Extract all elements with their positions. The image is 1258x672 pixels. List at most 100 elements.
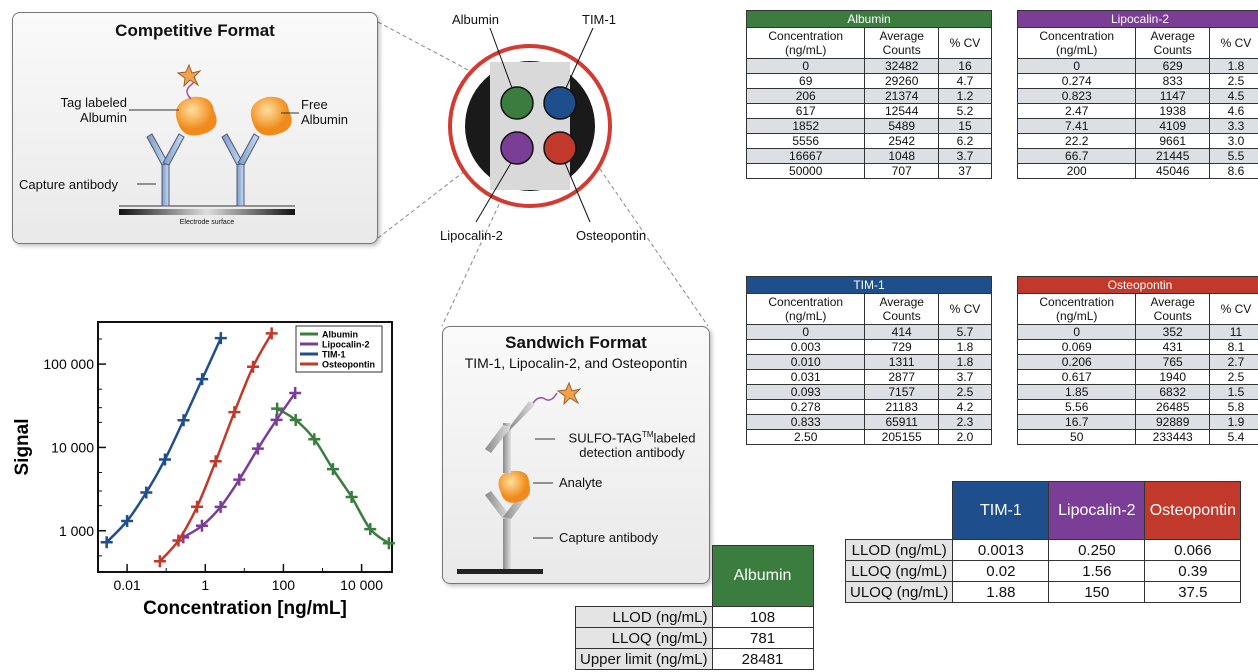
- limit-label: ULOQ (ng/mL): [844, 581, 954, 603]
- spot-label-tim1: TIM-1: [582, 12, 616, 27]
- table-row: 0.823 1147 4.5: [1016, 88, 1258, 104]
- table-cell: 1938: [1135, 103, 1210, 119]
- limit-value: 150: [1048, 581, 1146, 603]
- table-cell: 0.617: [1016, 369, 1137, 385]
- table-cell: 5556: [745, 133, 866, 149]
- data-point: [121, 514, 134, 527]
- data-point: [228, 406, 241, 419]
- data-point: [195, 519, 208, 532]
- data-point: [158, 453, 171, 466]
- data-point: [196, 373, 209, 386]
- table-row: 0.093 7157 2.5: [745, 384, 993, 400]
- data-point: [308, 433, 321, 446]
- table-row: 0.617 1940 2.5: [1016, 369, 1258, 385]
- data-point: [326, 463, 339, 476]
- table-cell: 0: [1016, 324, 1137, 340]
- legend-label: Osteopontin: [322, 360, 375, 370]
- spot-label-osteopontin: Osteopontin: [576, 228, 647, 243]
- table-cell: 0.003: [745, 339, 866, 355]
- table-cell: 6.2: [937, 133, 993, 149]
- sandwich-format-panel: Sandwich Format TIM-1, Lipocalin-2, and …: [442, 326, 710, 584]
- table-cell: 617: [745, 103, 866, 119]
- table-cell: 0.031: [745, 369, 866, 385]
- limits-row: LLOD (ng/mL) 108: [575, 606, 814, 628]
- electrode-surface: [119, 209, 295, 215]
- capture-antibody-right: [221, 133, 260, 207]
- table-cell: 4.6: [1208, 103, 1258, 119]
- competitive-format-panel: Competitive Format Tag labeled Albumin: [12, 12, 378, 244]
- limit-value: 0.02: [952, 560, 1050, 582]
- limits-row: LLOQ (ng/mL) 781: [575, 627, 814, 649]
- table-cell: 5.7: [937, 324, 993, 340]
- table-cell: 22.2: [1016, 133, 1137, 149]
- table-cell: 0.010: [745, 354, 866, 370]
- table-cell: 1.85: [1016, 384, 1137, 400]
- data-point: [364, 523, 377, 536]
- table-cell: 200: [1016, 163, 1137, 179]
- table-cell: 765: [1135, 354, 1210, 370]
- col-header-cv: % CV: [1208, 293, 1258, 325]
- sandwich-electrode: [457, 569, 543, 574]
- table-cell: 3.7: [937, 369, 993, 385]
- table-cell: 2.5: [1208, 73, 1258, 89]
- limit-label: LLOD (ng/mL): [844, 539, 954, 561]
- table-cell: 5.5: [1208, 148, 1258, 164]
- table-cell: 2.5: [1208, 369, 1258, 385]
- table-cell: 15: [937, 118, 993, 134]
- table-row: 0.278 21183 4.2: [745, 399, 993, 415]
- table-row: 16667 1048 3.7: [745, 148, 993, 164]
- col-header-average-counts: Average Counts: [1135, 27, 1210, 59]
- table-cell: 2.7: [1208, 354, 1258, 370]
- table-row: 22.2 9661 3.0: [1016, 133, 1258, 149]
- table-row: 5556 2542 6.2: [745, 133, 993, 149]
- table-cell: 0: [1016, 58, 1137, 74]
- table-cell: 5.56: [1016, 399, 1137, 415]
- data-point: [233, 473, 246, 486]
- table-title: Albumin: [746, 10, 992, 28]
- table-cell: 1940: [1135, 369, 1210, 385]
- table-cell: 8.1: [1208, 339, 1258, 355]
- table-row: 0.274 833 2.5: [1016, 73, 1258, 89]
- table-row: 50 233443 5.4: [1016, 429, 1258, 445]
- table-cell: 5.4: [1208, 429, 1258, 445]
- data-point: [191, 500, 204, 513]
- series-line-lipocalin-2: [182, 392, 297, 539]
- competitive-title: Competitive Format: [115, 21, 275, 40]
- free-albumin: [250, 96, 292, 136]
- albumin-limits-table: Albumin LLOD (ng/mL) 108 LLOQ (ng/mL) 78…: [575, 545, 814, 670]
- table-row: 5.56 26485 5.8: [1016, 399, 1258, 415]
- table-cell: 2.50: [745, 429, 866, 445]
- limit-label: LLOQ (ng/mL): [844, 560, 954, 582]
- table-row: 0 352 11: [1016, 324, 1258, 340]
- limit-value: 37.5: [1144, 581, 1242, 603]
- table-row: 0.031 2877 3.7: [745, 369, 993, 385]
- table-title: TIM-1: [746, 276, 992, 294]
- table-cell: 1.2: [937, 88, 993, 104]
- col-header-concentration: Concentration (ng/mL): [745, 27, 866, 59]
- data-point: [100, 536, 113, 549]
- table-cell: 5.8: [1208, 399, 1258, 415]
- table-cell: 2.0: [937, 429, 993, 445]
- detection-antibody: [485, 401, 535, 473]
- table-cell: 0.206: [1016, 354, 1137, 370]
- table-cell: 3.3: [1208, 118, 1258, 134]
- table-row: 1852 5489 15: [745, 118, 993, 134]
- capture-antibody: [485, 491, 529, 569]
- table-cell: 1.8: [937, 339, 993, 355]
- table-cell: 2.5: [937, 384, 993, 400]
- table-row: 0.003 729 1.8: [745, 339, 993, 355]
- col-header-concentration: Concentration (ng/mL): [1016, 293, 1137, 325]
- table-cell: 5489: [864, 118, 939, 134]
- table-cell: 21183: [864, 399, 939, 415]
- tag-star: [176, 63, 202, 88]
- free-albumin-label: Free Albumin: [301, 97, 348, 127]
- table-cell: 1.8: [937, 354, 993, 370]
- table-cell: 4.5: [1208, 88, 1258, 104]
- table-cell: 4.7: [937, 73, 993, 89]
- table-cell: 50000: [745, 163, 866, 179]
- col-header-cv: % CV: [1208, 27, 1258, 59]
- limit-value: 0.066: [1144, 539, 1242, 561]
- table-cell: 21374: [864, 88, 939, 104]
- y-tick-label: 100 000: [43, 356, 94, 372]
- multi-limits-table: TIM-1 Lipocalin-2 Osteopontin LLOD (ng/m…: [844, 481, 1242, 603]
